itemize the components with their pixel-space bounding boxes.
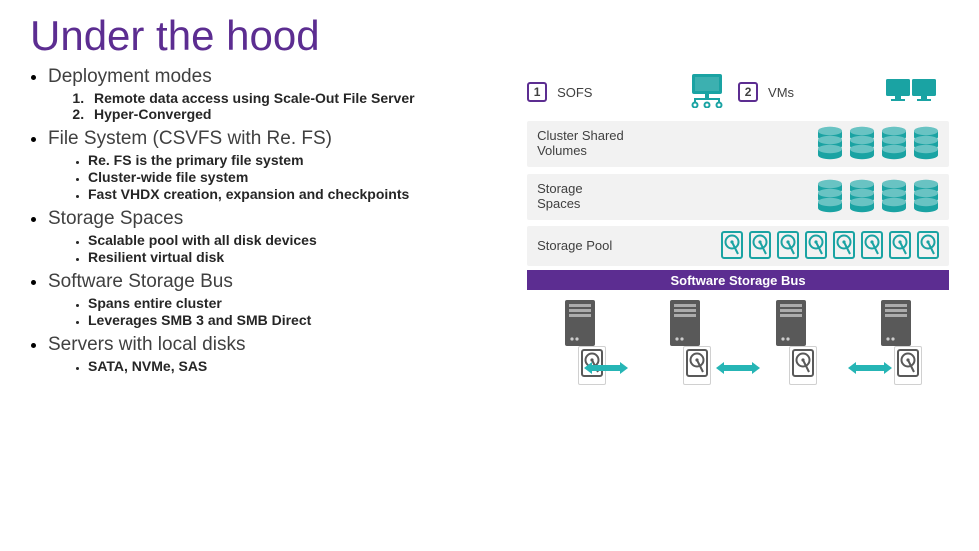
hdd-icon bbox=[917, 231, 939, 262]
sub-item: Cluster-wide file system bbox=[88, 169, 517, 185]
numbered-sub-item: Hyper-Converged bbox=[88, 106, 517, 122]
layer-label: Storage Spaces bbox=[537, 182, 627, 212]
hdd-icon bbox=[889, 231, 911, 262]
mode-badge: 1 bbox=[527, 82, 547, 102]
bullet-heading: Software Storage Bus bbox=[48, 271, 233, 292]
hdd-icon bbox=[777, 231, 799, 262]
sub-item: Spans entire cluster bbox=[88, 295, 517, 311]
bullet-heading: File System (CSVFS with Re. FS) bbox=[48, 128, 332, 149]
bi-arrow-icon bbox=[714, 361, 762, 380]
numbered-sub-item: Remote data access using Scale-Out File … bbox=[88, 90, 517, 106]
sub-item: Resilient virtual disk bbox=[88, 249, 517, 265]
server-icon bbox=[878, 298, 914, 353]
bullet-item: Storage Spaces Scalable pool with all dis… bbox=[48, 208, 517, 265]
database-icon bbox=[881, 126, 907, 163]
left-column: Deployment modes Remote data access using… bbox=[30, 66, 517, 551]
database-icon bbox=[881, 179, 907, 216]
hdd-icon bbox=[721, 231, 743, 262]
top-label: SOFS bbox=[557, 85, 592, 100]
layer-0: Cluster Shared Volumes bbox=[527, 121, 949, 167]
database-icon bbox=[817, 179, 843, 216]
monitors-icon bbox=[885, 77, 937, 108]
bullet-heading: Storage Spaces bbox=[48, 208, 183, 229]
sub-item: Fast VHDX creation, expansion and checkp… bbox=[88, 186, 517, 202]
hdd-icon bbox=[805, 231, 827, 262]
bi-arrow-icon bbox=[582, 361, 630, 380]
bullet-item: Servers with local disks SATA, NVMe, SAS bbox=[48, 334, 517, 374]
hdd-icon bbox=[833, 231, 855, 262]
server-icon bbox=[562, 298, 598, 353]
hdd-icon bbox=[861, 231, 883, 262]
database-icon bbox=[913, 126, 939, 163]
server-icon bbox=[667, 298, 703, 353]
server-icon bbox=[773, 298, 809, 353]
software-storage-bus: Software Storage Bus bbox=[527, 270, 949, 290]
mode-badge: 2 bbox=[738, 82, 758, 102]
bullet-item: File System (CSVFS with Re. FS) Re. FS is… bbox=[48, 128, 517, 202]
file-share-icon bbox=[688, 72, 726, 113]
layer-2: Storage Pool bbox=[527, 226, 949, 266]
database-icon bbox=[849, 179, 875, 216]
architecture-diagram: 1 SOFS 2 VMs Cluster Shared Volumes Storage… bbox=[527, 66, 949, 551]
slide-title: Under the hood bbox=[30, 12, 949, 60]
layer-1: Storage Spaces bbox=[527, 174, 949, 220]
layer-label: Cluster Shared Volumes bbox=[537, 129, 627, 159]
database-icon bbox=[913, 179, 939, 216]
bullet-item: Deployment modes Remote data access using… bbox=[48, 66, 517, 122]
sub-item: Leverages SMB 3 and SMB Direct bbox=[88, 312, 517, 328]
database-icon bbox=[817, 126, 843, 163]
sub-item: Re. FS is the primary file system bbox=[88, 152, 517, 168]
bullet-heading: Servers with local disks bbox=[48, 334, 245, 355]
bi-arrow-icon bbox=[846, 361, 894, 380]
sub-item: Scalable pool with all disk devices bbox=[88, 232, 517, 248]
sub-item: SATA, NVMe, SAS bbox=[88, 358, 517, 374]
top-label: VMs bbox=[768, 85, 794, 100]
bullet-item: Software Storage Bus Spans entire cluster… bbox=[48, 271, 517, 328]
database-icon bbox=[849, 126, 875, 163]
layer-label: Storage Pool bbox=[537, 239, 627, 254]
bullet-heading: Deployment modes bbox=[48, 66, 212, 87]
servers-row bbox=[527, 298, 949, 353]
interconnect-arrows bbox=[527, 361, 949, 380]
hdd-icon bbox=[749, 231, 771, 262]
